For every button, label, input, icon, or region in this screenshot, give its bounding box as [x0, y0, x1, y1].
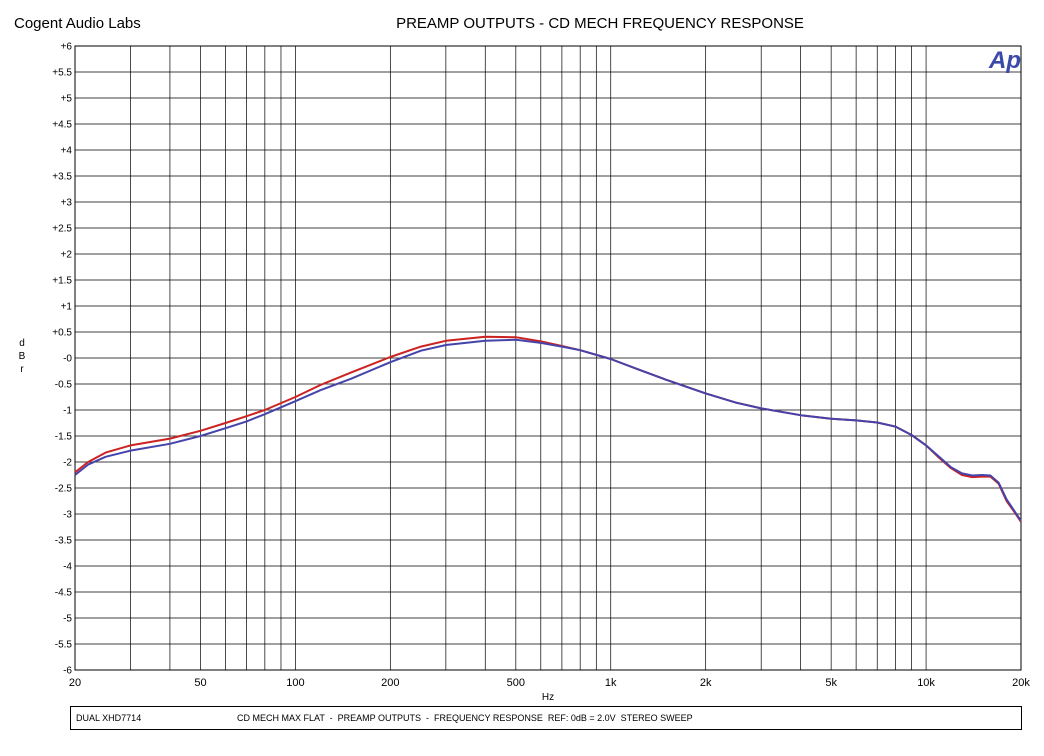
x-tick-label: 1k	[605, 677, 617, 689]
x-axis-label: Hz	[542, 692, 554, 700]
x-tick-label: 5k	[825, 677, 837, 689]
y-tick-label: -0	[63, 354, 72, 365]
y-tick-label: -3.5	[55, 536, 73, 547]
footer-info: DUAL XHD7714 CD MECH MAX FLAT - PREAMP O…	[70, 706, 1022, 730]
y-tick-label: +1	[61, 302, 73, 313]
x-tick-label: 50	[194, 677, 206, 689]
x-tick-label: 10k	[917, 677, 935, 689]
y-tick-label: -3	[63, 510, 72, 521]
series-line-2	[74, 338, 1022, 522]
series-layer	[74, 335, 1022, 523]
x-tick-label: 20k	[1012, 677, 1030, 689]
y-tick-label: +3.5	[52, 172, 72, 183]
x-tick-labels: 20 50 100 200 500 1k 2k 5k 10k 20k	[69, 677, 1030, 689]
y-tick-label: -1.5	[55, 432, 73, 443]
brand-name: Cogent Audio Labs	[14, 15, 141, 32]
chart-title: PREAMP OUTPUTS - CD MECH FREQUENCY RESPO…	[396, 15, 804, 32]
y-tick-label: +5.5	[52, 68, 72, 79]
y-tick-label: +0.5	[52, 328, 72, 339]
y-tick-label: +5	[61, 94, 73, 105]
footer-description: CD MECH MAX FLAT - PREAMP OUTPUTS - FREQ…	[237, 713, 693, 723]
y-tick-label: +4.5	[52, 120, 72, 131]
x-tick-label: 500	[507, 677, 525, 689]
footer-device: DUAL XHD7714	[76, 713, 142, 723]
y-tick-label: +1.5	[52, 276, 72, 287]
y-tick-label: -6	[63, 666, 72, 677]
x-tick-label: 2k	[700, 677, 712, 689]
frequency-response-chart: +6 +5.5 +5 +4.5 +4 +3.5 +3 +2.5 +2 +1.5 +1 +0.5 -0 -0…	[19, 42, 1031, 701]
y-tick-label: -4.5	[55, 588, 73, 599]
y-tick-label: -0.5	[55, 380, 73, 391]
y-tick-label: +2.5	[52, 224, 72, 235]
x-tick-label: 200	[381, 677, 399, 689]
horizontal-gridlines	[75, 45, 1021, 671]
x-tick-label: 100	[286, 677, 304, 689]
y-tick-label: -2	[63, 458, 72, 469]
y-tick-label: -1	[63, 406, 72, 417]
y-tick-labels: +6 +5.5 +5 +4.5 +4 +3.5 +3 +2.5 +2 +1.5 +1 +0.5 -0 -0…	[52, 42, 72, 677]
y-tick-label: +3	[61, 198, 73, 209]
y-tick-label: +4	[61, 146, 73, 157]
y-tick-label: -5.5	[55, 640, 73, 651]
ap-logo: Ap	[988, 47, 1021, 74]
y-tick-label: +2	[61, 250, 73, 261]
y-tick-label: -4	[63, 562, 72, 573]
y-tick-label: -2.5	[55, 484, 73, 495]
series-line-1	[74, 335, 1022, 523]
x-tick-label: 20	[69, 677, 81, 689]
plot-frame	[74, 45, 1022, 671]
y-tick-label: +6	[61, 42, 73, 53]
y-tick-label: -5	[63, 614, 72, 625]
